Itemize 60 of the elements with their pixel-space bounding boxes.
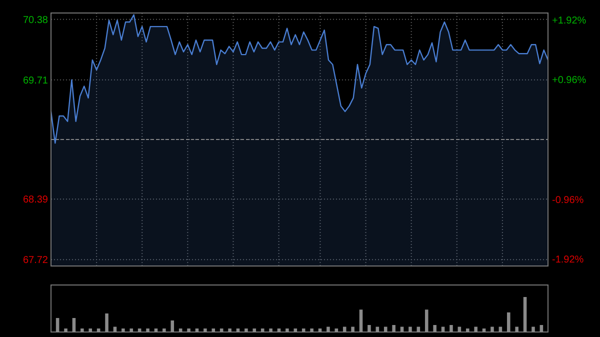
bar xyxy=(334,328,338,332)
bar xyxy=(286,328,289,332)
bar xyxy=(170,320,174,332)
bar xyxy=(96,328,100,332)
bar xyxy=(294,328,298,332)
bar xyxy=(228,328,232,332)
bar xyxy=(204,328,207,332)
bar xyxy=(310,328,314,332)
bar xyxy=(212,328,216,332)
bar xyxy=(154,328,158,332)
bar xyxy=(532,326,535,332)
bar xyxy=(146,328,150,332)
bar xyxy=(326,326,330,332)
bar xyxy=(105,313,108,332)
bar xyxy=(318,328,322,332)
bar xyxy=(130,328,134,332)
bar xyxy=(269,328,272,332)
bar xyxy=(56,318,60,332)
bar xyxy=(351,326,354,332)
bar xyxy=(490,326,494,332)
y2-tick-label: +0.96% xyxy=(552,75,586,86)
bar xyxy=(482,328,486,332)
bar xyxy=(466,328,470,332)
bar xyxy=(162,328,166,332)
bar xyxy=(384,326,388,332)
bar xyxy=(474,326,478,332)
bar xyxy=(122,328,125,332)
bar xyxy=(424,310,428,332)
y-tick-label: 69.71 xyxy=(22,75,48,86)
y-tick-label: 70.38 xyxy=(22,14,48,26)
bar xyxy=(80,328,84,332)
bar xyxy=(302,328,306,332)
bar xyxy=(72,318,76,332)
bar xyxy=(392,325,396,332)
bar xyxy=(195,328,199,332)
bar xyxy=(506,312,510,332)
bar xyxy=(220,328,224,332)
bar xyxy=(515,326,518,332)
y-tick-label: 67.72 xyxy=(22,255,48,266)
bar xyxy=(252,328,256,332)
bar xyxy=(450,325,453,332)
bar xyxy=(260,328,264,332)
y2-tick-label: -1.92% xyxy=(552,254,584,266)
bar xyxy=(244,328,248,332)
bar xyxy=(408,326,412,332)
bar xyxy=(277,328,281,332)
bar xyxy=(368,325,371,332)
bar xyxy=(88,328,92,332)
bar xyxy=(359,310,363,332)
bar xyxy=(540,325,544,332)
bar xyxy=(64,328,68,332)
bar xyxy=(433,325,436,332)
bar xyxy=(187,328,190,332)
y-tick-label: 68.39 xyxy=(22,194,48,206)
y2-tick-label: -0.96% xyxy=(552,194,584,206)
y2-tick-label: +1.92% xyxy=(552,15,586,26)
bar xyxy=(138,328,142,332)
bar xyxy=(178,328,182,332)
bar xyxy=(236,328,240,332)
bar xyxy=(523,297,527,332)
